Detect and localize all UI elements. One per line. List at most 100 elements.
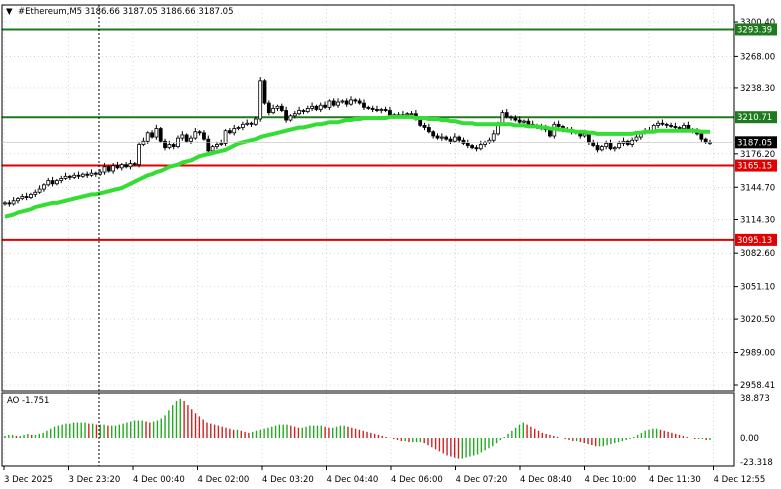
price-tick-label: 3051.10 — [740, 283, 775, 293]
candle-body — [310, 105, 314, 109]
candle-body — [517, 119, 522, 123]
time-tick-label: 4 Dec 08:40 — [520, 475, 572, 485]
candle-body — [435, 135, 440, 139]
candle-body — [115, 165, 120, 169]
time-tick-label: 4 Dec 07:20 — [456, 475, 508, 485]
candle-body — [556, 123, 561, 127]
candle-body — [167, 144, 172, 149]
price-tick-label: 2958.41 — [740, 381, 775, 391]
candle-body — [673, 126, 678, 128]
candle-body — [11, 200, 16, 205]
candle-body — [163, 140, 167, 149]
candle-body — [72, 174, 77, 178]
time-tick-label: 4 Dec 03:20 — [262, 475, 314, 485]
candle-body — [7, 202, 12, 205]
candle-body — [500, 112, 505, 124]
symbol-header: #Ethereum,M5 3186.66 3187.05 3186.66 318… — [18, 7, 234, 17]
candle-body — [232, 128, 237, 134]
price-tick-label: 3082.60 — [740, 249, 775, 259]
candle-body — [405, 113, 410, 116]
moving-average — [4, 114, 710, 219]
current-price-tag — [735, 136, 777, 149]
candle-body — [210, 146, 215, 152]
candle-body — [431, 131, 436, 137]
candle-body — [314, 105, 319, 110]
price-tick-label: 3176.20 — [740, 150, 775, 160]
candle-body — [491, 133, 496, 141]
candle-body — [699, 133, 704, 140]
candle-body — [46, 180, 51, 186]
candle-body — [102, 166, 107, 173]
candle-body — [288, 115, 293, 121]
ao-tick-label: -23.318 — [740, 458, 773, 468]
time-tick-label: 4 Dec 00:40 — [133, 475, 185, 485]
candle-body — [513, 117, 518, 121]
candle-body — [331, 100, 336, 106]
ao-axis: 38.873 0.00 -23.318 — [740, 394, 773, 468]
level-price-tag — [735, 233, 777, 246]
time-axis[interactable]: 3 Dec 2025 3 Dec 23:20 4 Dec 00:40 4 Dec 02… — [3, 466, 765, 485]
candle-body — [171, 144, 176, 148]
ao-panel-frame — [1, 392, 735, 467]
candle-body — [59, 178, 64, 181]
price-labels: 3293.39 3210.71 3165.15 3095.13 3187.05 — [2, 23, 777, 246]
level-price-label: 3210.71 — [737, 113, 772, 123]
ao-histogram — [4, 398, 711, 459]
candle-body — [154, 128, 159, 138]
candle-body — [37, 188, 42, 193]
candle-body — [444, 136, 449, 140]
candle-body — [526, 120, 531, 125]
time-tick-label: 4 Dec 11:30 — [649, 475, 701, 485]
candle-body — [504, 112, 509, 118]
candle-body — [85, 173, 90, 176]
candle-body — [258, 80, 263, 120]
candle-body — [604, 143, 609, 148]
candle-body — [284, 110, 289, 121]
main-panel-frame — [1, 4, 735, 392]
candle-body — [245, 122, 250, 125]
candle-body — [80, 173, 85, 177]
candle-body — [24, 196, 29, 198]
candle-body — [202, 132, 206, 140]
candle-body — [180, 134, 185, 139]
candle-body — [279, 105, 284, 111]
candle-body — [522, 120, 526, 123]
time-tick-label: 3 Dec 23:20 — [69, 475, 121, 485]
candle-body — [262, 80, 267, 104]
candle-body — [67, 175, 72, 178]
candle-body — [193, 131, 198, 139]
price-axis[interactable]: 3300.40 3268.00 3238.30 3176.20 3144.70 3114.… — [734, 18, 775, 391]
candle-body — [448, 138, 453, 142]
current-price-label: 3187.05 — [737, 138, 772, 148]
candle-body — [158, 128, 163, 142]
candle-body — [383, 109, 388, 111]
candle-body — [509, 116, 513, 119]
candle-body — [426, 127, 431, 133]
candle-body — [119, 164, 124, 169]
candle-body — [223, 130, 228, 144]
candle-body — [323, 104, 327, 108]
candle-body — [236, 127, 241, 129]
candle-body — [253, 118, 258, 125]
price-tick-label: 3144.70 — [740, 183, 775, 193]
candle-body — [228, 130, 232, 134]
candle-body — [76, 174, 81, 177]
level-price-label: 3095.13 — [737, 236, 772, 246]
candle-body — [33, 191, 38, 195]
menu-arrow-icon[interactable]: ▼ — [6, 7, 13, 17]
level-price-tag — [735, 23, 777, 36]
candle-body — [215, 144, 219, 148]
ao-tick-label: 38.873 — [740, 394, 770, 404]
candle-body — [20, 196, 25, 200]
level-price-tag — [735, 159, 777, 172]
ma-line — [4, 114, 710, 219]
time-tick-label: 4 Dec 06:00 — [391, 475, 443, 485]
candle-body — [145, 132, 150, 142]
candle-body — [439, 136, 444, 139]
candle-body — [703, 138, 708, 143]
candle-body — [457, 136, 462, 141]
candle-body — [93, 172, 98, 175]
candle-body — [297, 110, 302, 115]
